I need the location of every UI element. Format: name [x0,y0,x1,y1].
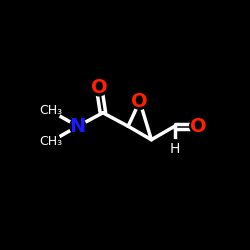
Text: O: O [91,78,108,97]
Text: CH₃: CH₃ [39,104,62,117]
Text: H: H [170,142,180,156]
Circle shape [41,132,60,151]
Circle shape [91,80,107,96]
Text: O: O [190,117,206,136]
Circle shape [165,140,184,159]
Circle shape [70,118,86,134]
Text: O: O [132,92,148,111]
Text: CH₃: CH₃ [39,135,62,148]
Circle shape [132,93,148,109]
Circle shape [41,101,60,120]
Text: N: N [70,117,86,136]
Circle shape [190,118,206,134]
